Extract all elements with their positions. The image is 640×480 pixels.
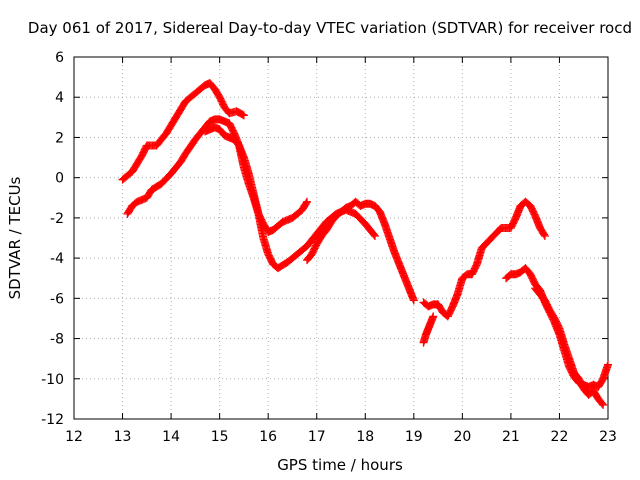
- data-point: [540, 231, 549, 240]
- x-tick-label: 22: [551, 429, 569, 445]
- x-tick-label: 13: [114, 429, 132, 445]
- x-tick-label: 20: [453, 429, 471, 445]
- data-point: [429, 312, 438, 321]
- data-point: [303, 197, 312, 206]
- y-tick-label: -8: [50, 332, 64, 348]
- series-arc-8: [531, 284, 608, 409]
- y-tick-label: -6: [50, 291, 64, 307]
- y-tick-label: 2: [55, 130, 64, 146]
- chart-title: Day 061 of 2017, Sidereal Day-to-day VTE…: [28, 19, 632, 37]
- data-point: [302, 199, 311, 208]
- series-arc-3: [201, 123, 379, 273]
- y-tick-label: -12: [41, 412, 64, 428]
- x-tick-label: 18: [356, 429, 374, 445]
- y-tick-label: 4: [55, 90, 64, 106]
- data-point: [370, 231, 379, 240]
- data-point: [238, 110, 247, 119]
- x-axis: 12 13 14 15 16 17 18 19 20 21 22 23: [65, 57, 617, 445]
- y-tick-label: -4: [50, 251, 64, 267]
- data-point: [540, 230, 549, 239]
- series-arc-4: [303, 197, 418, 305]
- x-tick-label: 15: [211, 429, 229, 445]
- y-tick-label: 0: [55, 171, 64, 187]
- data-point: [409, 296, 418, 305]
- series-arc-5: [419, 312, 438, 347]
- data-point: [604, 360, 612, 369]
- y-tick-label: -10: [41, 372, 64, 388]
- x-tick-label: 16: [259, 429, 277, 445]
- plot-frame: [73, 56, 609, 420]
- x-tick-label: 14: [162, 429, 180, 445]
- x-axis-label: GPS time / hours: [277, 456, 403, 474]
- y-axis-label: SDTVAR / TECUs: [6, 176, 24, 299]
- data-points: [118, 79, 612, 409]
- y-tick-label: -2: [50, 211, 64, 227]
- x-tick-label: 19: [405, 429, 423, 445]
- y-tick-label: 6: [55, 50, 64, 66]
- x-tick-label: 12: [65, 429, 83, 445]
- data-point: [599, 400, 608, 409]
- y-axis: -12 -10 -8 -6 -4 -2 0 2 4 6: [41, 50, 608, 428]
- series-arc-6: [419, 197, 549, 321]
- x-tick-label: 17: [308, 429, 326, 445]
- data-point: [239, 111, 248, 120]
- x-tick-label: 21: [502, 429, 520, 445]
- x-tick-label: 23: [599, 429, 617, 445]
- series-arc-1: [118, 79, 248, 184]
- grid: [74, 57, 608, 419]
- data-point: [598, 399, 607, 408]
- data-point: [370, 230, 379, 239]
